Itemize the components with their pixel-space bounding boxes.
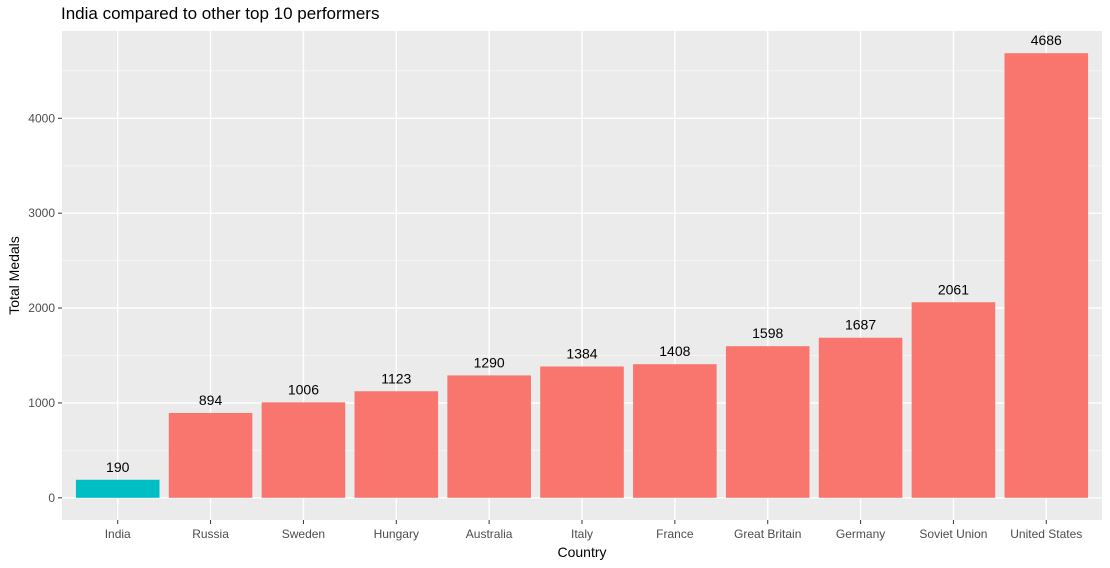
data-label: 1598: [752, 325, 783, 341]
data-label: 1006: [288, 381, 319, 397]
data-label: 1384: [566, 345, 597, 361]
data-labels: 190 894 1006 1123 1290 1384 1408 1598 1687 2061 46…: [106, 32, 1062, 475]
data-label: 1687: [845, 317, 876, 333]
x-tick-label: India: [105, 527, 131, 541]
bars: [75, 53, 1089, 498]
x-tick-label: United States: [1010, 527, 1082, 541]
x-tick-label: Great Britain: [734, 527, 801, 541]
data-label: 1123: [381, 370, 411, 386]
data-label: 190: [106, 459, 130, 475]
bar: [447, 375, 531, 498]
data-label: 894: [199, 392, 223, 408]
x-tick-label: Hungary: [374, 527, 419, 541]
y-tick-label: 4000: [28, 111, 55, 125]
bar: [911, 302, 996, 498]
x-tick-label: Sweden: [282, 527, 325, 541]
y-tick-label: 3000: [28, 206, 55, 220]
x-tick-label: Soviet Union: [919, 527, 987, 541]
y-axis-title: Total Medals: [6, 236, 22, 315]
x-tick-label: France: [656, 527, 694, 541]
bar: [633, 364, 717, 498]
y-axis: 0 1000 2000 3000 4000: [28, 111, 62, 505]
chart-title: India compared to other top 10 performer…: [61, 4, 380, 23]
y-tick-label: 2000: [28, 301, 55, 315]
data-label: 1408: [659, 343, 690, 359]
bar: [540, 366, 624, 498]
bar: [168, 412, 253, 498]
bar: [1004, 53, 1089, 498]
bar: [261, 402, 346, 498]
x-tick-label: Russia: [192, 527, 229, 541]
data-label: 2061: [938, 281, 969, 297]
bar: [354, 391, 439, 498]
bar: [725, 346, 810, 498]
x-tick-label: Germany: [836, 527, 885, 541]
bar: [75, 479, 160, 498]
x-tick-label: Australia: [466, 527, 513, 541]
data-label: 4686: [1031, 32, 1062, 48]
x-tick-label: Italy: [571, 527, 593, 541]
data-label: 1290: [474, 354, 505, 370]
bar: [818, 337, 903, 498]
x-axis: India Russia Sweden Hungary Australia Italy Fr…: [105, 520, 1082, 541]
y-tick-label: 0: [48, 491, 55, 505]
x-axis-title: Country: [557, 544, 606, 560]
y-tick-label: 1000: [28, 396, 55, 410]
